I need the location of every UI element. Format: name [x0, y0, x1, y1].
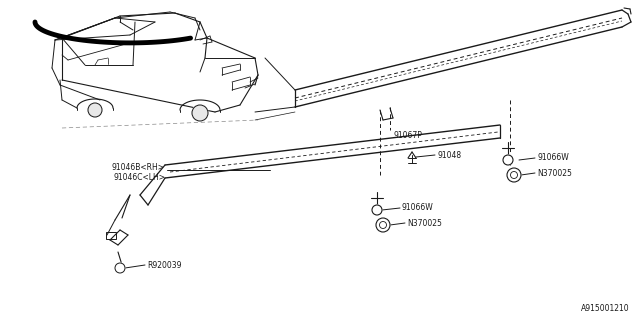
- Text: 91046B<RH>: 91046B<RH>: [112, 163, 165, 172]
- Text: R920039: R920039: [147, 260, 182, 269]
- Circle shape: [380, 221, 387, 228]
- FancyBboxPatch shape: [106, 232, 116, 239]
- Text: 91046C<LH>: 91046C<LH>: [113, 172, 165, 181]
- Circle shape: [376, 218, 390, 232]
- Circle shape: [115, 263, 125, 273]
- Circle shape: [88, 103, 102, 117]
- Circle shape: [192, 105, 208, 121]
- Text: A915001210: A915001210: [581, 304, 630, 313]
- Text: 91066W: 91066W: [537, 154, 569, 163]
- Text: N370025: N370025: [537, 169, 572, 178]
- Circle shape: [507, 168, 521, 182]
- Text: 91048: 91048: [437, 150, 461, 159]
- Circle shape: [511, 172, 518, 179]
- Circle shape: [503, 155, 513, 165]
- Text: 91066W: 91066W: [402, 204, 434, 212]
- Text: 91067P: 91067P: [394, 131, 423, 140]
- Text: N370025: N370025: [407, 219, 442, 228]
- Circle shape: [372, 205, 382, 215]
